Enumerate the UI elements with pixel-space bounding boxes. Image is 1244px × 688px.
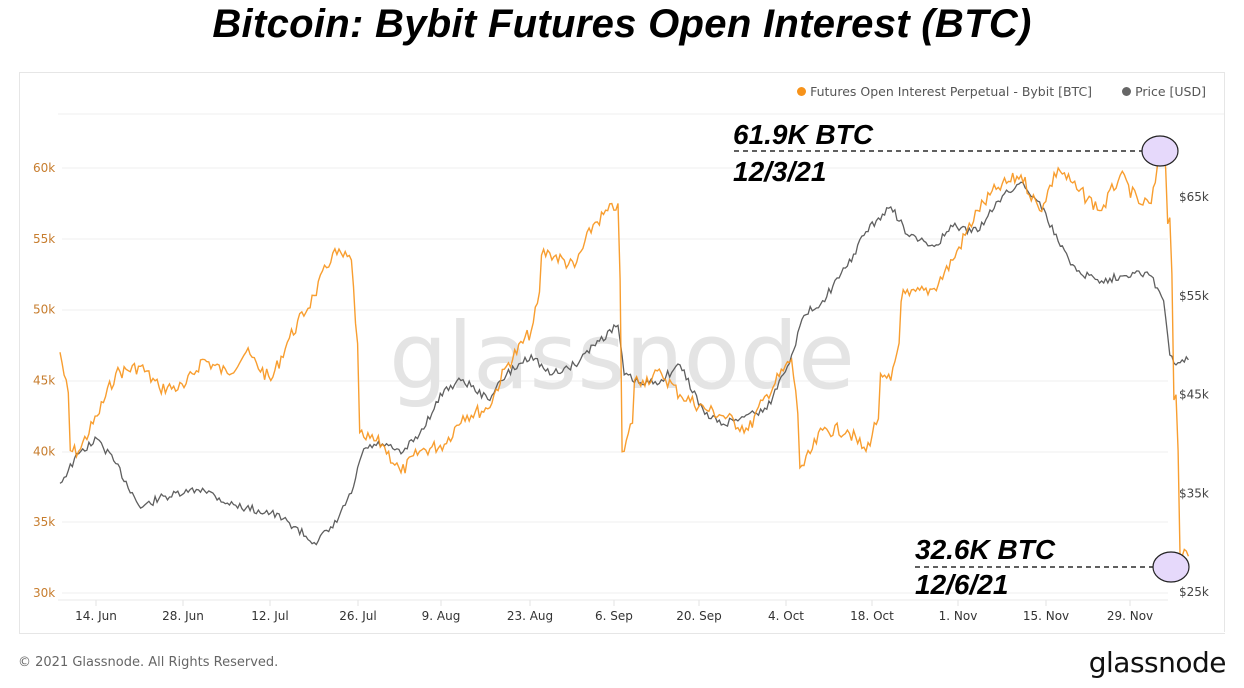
high-marker-circle (1141, 135, 1179, 167)
svg-text:$55k: $55k (1179, 289, 1209, 303)
svg-text:1. Nov: 1. Nov (939, 609, 978, 623)
svg-text:35k: 35k (33, 515, 55, 529)
svg-text:$65k: $65k (1179, 190, 1209, 204)
svg-text:4. Oct: 4. Oct (768, 609, 804, 623)
low-date-annotation: 12/6/21 (915, 569, 1008, 600)
svg-text:60k: 60k (33, 161, 55, 175)
glassnode-logo: glassnode (1088, 646, 1227, 679)
gray-dot-icon (1122, 87, 1132, 96)
price-line (59, 181, 1189, 546)
low-marker-circle (1152, 551, 1190, 583)
legend-item-open-interest[interactable]: Futures Open Interest Perpetual - Bybit … (797, 84, 1092, 99)
svg-text:12. Jul: 12. Jul (251, 609, 288, 623)
orange-dot-icon (797, 87, 807, 96)
chart-title: Bitcoin: Bybit Futures Open Interest (BT… (212, 2, 1032, 46)
y-axis-right: $25k $35k $45k $55k $65k (1179, 190, 1209, 599)
chart-legend: Futures Open Interest Perpetual - Bybit … (797, 84, 1206, 99)
svg-text:$35k: $35k (1179, 486, 1209, 500)
open-interest-line (59, 139, 1190, 562)
svg-text:15. Nov: 15. Nov (1023, 609, 1069, 623)
legend-label-open-interest: Futures Open Interest Perpetual - Bybit … (810, 84, 1093, 99)
gridlines (58, 113, 1224, 594)
high-date-annotation: 12/3/21 (733, 156, 826, 187)
svg-text:28. Jun: 28. Jun (162, 609, 204, 623)
svg-text:$25k: $25k (1179, 585, 1209, 599)
legend-item-price[interactable]: Price [USD] (1122, 84, 1206, 99)
svg-text:18. Oct: 18. Oct (850, 609, 894, 623)
svg-text:$45k: $45k (1179, 388, 1209, 402)
svg-text:20. Sep: 20. Sep (676, 609, 722, 623)
svg-text:26. Jul: 26. Jul (339, 609, 376, 623)
svg-text:9. Aug: 9. Aug (422, 609, 461, 623)
svg-text:40k: 40k (33, 444, 55, 458)
svg-text:30k: 30k (33, 586, 55, 600)
copyright-text: © 2021 Glassnode. All Rights Reserved. (18, 655, 279, 670)
y-axis-left: 30k 35k 40k 45k 50k 55k 60k (33, 161, 55, 600)
chart-panel-border (1224, 72, 1225, 632)
x-axis: 14. Jun 28. Jun 12. Jul 26. Jul 9. Aug 23. Au… (58, 599, 1168, 623)
legend-label-price: Price [USD] (1135, 84, 1206, 99)
svg-text:23. Aug: 23. Aug (507, 609, 553, 623)
svg-text:45k: 45k (33, 374, 55, 388)
svg-text:29. Nov: 29. Nov (1107, 609, 1153, 623)
svg-text:50k: 50k (33, 303, 55, 317)
svg-text:14. Jun: 14. Jun (75, 609, 117, 623)
svg-text:55k: 55k (33, 232, 55, 246)
svg-text:6. Sep: 6. Sep (595, 609, 633, 623)
high-value-annotation: 61.9K BTC (733, 119, 874, 150)
low-value-annotation: 32.6K BTC (915, 534, 1056, 565)
